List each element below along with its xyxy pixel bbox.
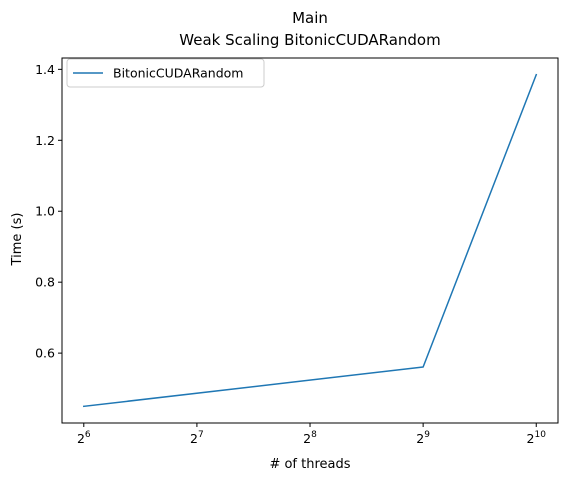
x-tick-label: 27 [190, 430, 204, 446]
y-tick-label: 0.6 [35, 346, 55, 361]
x-tick-label: 28 [303, 430, 317, 446]
chart-title-line-2: Weak Scaling BitonicCUDARandom [179, 31, 440, 49]
x-tick-label: 26 [77, 430, 91, 446]
y-tick-label: 1.4 [35, 62, 55, 77]
plot-area: 26 27 28 29 210 0.6 0.8 1.0 1.2 1.4 [35, 57, 559, 446]
y-tick-label: 1.2 [35, 133, 55, 148]
axes-frame [61, 57, 559, 424]
chart-title-line-1: Main [292, 9, 328, 27]
x-axis-ticks: 26 27 28 29 210 [77, 423, 546, 446]
y-axis-ticks: 0.6 0.8 1.0 1.2 1.4 [35, 62, 62, 361]
x-tick-label: 210 [527, 430, 547, 446]
y-tick-label: 1.0 [35, 204, 55, 219]
series-layer [82, 73, 538, 408]
x-tick-label: 29 [416, 430, 430, 446]
y-tick-label: 0.8 [35, 275, 55, 290]
legend: BitonicCUDARandom [66, 58, 265, 88]
y-axis-label: Time (s) [10, 213, 25, 267]
x-axis-label: # of threads [269, 457, 350, 472]
legend-box [66, 58, 265, 88]
series-line [82, 73, 538, 408]
legend-label: BitonicCUDARandom [113, 66, 243, 81]
